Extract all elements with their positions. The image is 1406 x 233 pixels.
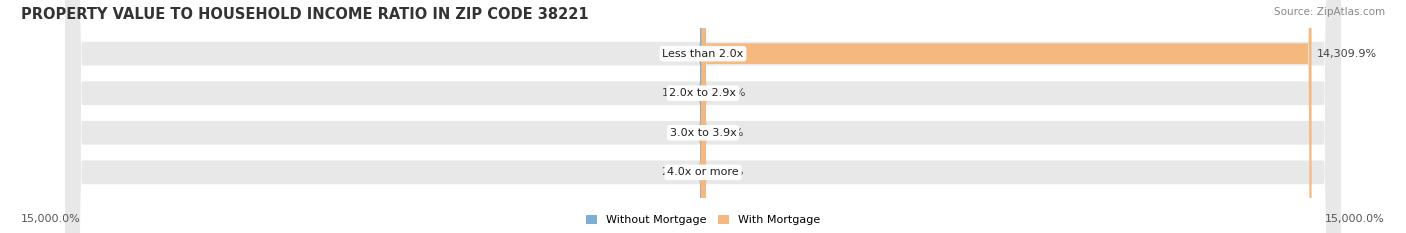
Legend: Without Mortgage, With Mortgage: Without Mortgage, With Mortgage [582,211,824,230]
FancyBboxPatch shape [700,0,704,233]
FancyBboxPatch shape [65,0,1341,233]
Text: 15,000.0%: 15,000.0% [1326,214,1385,224]
Text: Source: ZipAtlas.com: Source: ZipAtlas.com [1274,7,1385,17]
FancyBboxPatch shape [700,0,706,233]
FancyBboxPatch shape [700,0,706,233]
Text: 54.2%: 54.2% [659,49,696,59]
Text: 5.4%: 5.4% [669,128,697,138]
Text: 14,309.9%: 14,309.9% [1316,49,1376,59]
FancyBboxPatch shape [703,0,1312,233]
FancyBboxPatch shape [65,0,1341,233]
FancyBboxPatch shape [700,0,706,233]
Text: 10.5%: 10.5% [662,88,697,98]
Text: 2.0x to 2.9x: 2.0x to 2.9x [669,88,737,98]
Text: 15,000.0%: 15,000.0% [21,214,80,224]
Text: Less than 2.0x: Less than 2.0x [662,49,744,59]
FancyBboxPatch shape [700,0,706,233]
Text: 3.0x to 3.9x: 3.0x to 3.9x [669,128,737,138]
Text: 16.4%: 16.4% [709,128,744,138]
FancyBboxPatch shape [65,0,1341,233]
Text: PROPERTY VALUE TO HOUSEHOLD INCOME RATIO IN ZIP CODE 38221: PROPERTY VALUE TO HOUSEHOLD INCOME RATIO… [21,7,589,22]
Text: 24.8%: 24.8% [661,167,697,177]
FancyBboxPatch shape [65,0,1341,233]
Text: 10.4%: 10.4% [709,167,744,177]
FancyBboxPatch shape [700,0,706,233]
Text: 38.9%: 38.9% [710,88,745,98]
Text: 4.0x or more: 4.0x or more [668,167,738,177]
FancyBboxPatch shape [702,0,706,233]
